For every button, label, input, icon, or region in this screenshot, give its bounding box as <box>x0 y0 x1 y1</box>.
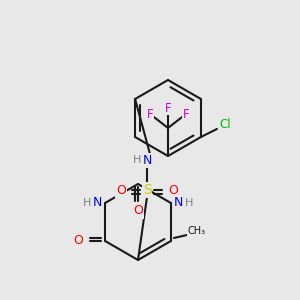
Text: H: H <box>185 198 193 208</box>
Text: H: H <box>83 198 91 208</box>
Text: S: S <box>142 183 152 197</box>
Text: Cl: Cl <box>219 118 231 131</box>
Text: O: O <box>73 235 83 248</box>
Text: H: H <box>133 155 141 165</box>
Text: F: F <box>183 107 189 121</box>
Text: N: N <box>142 154 152 166</box>
Text: O: O <box>133 205 143 218</box>
Text: O: O <box>116 184 126 196</box>
Text: O: O <box>168 184 178 196</box>
Text: F: F <box>147 107 153 121</box>
Text: F: F <box>165 101 171 115</box>
Text: CH₃: CH₃ <box>188 226 206 236</box>
Text: N: N <box>174 196 184 209</box>
Text: N: N <box>92 196 102 209</box>
